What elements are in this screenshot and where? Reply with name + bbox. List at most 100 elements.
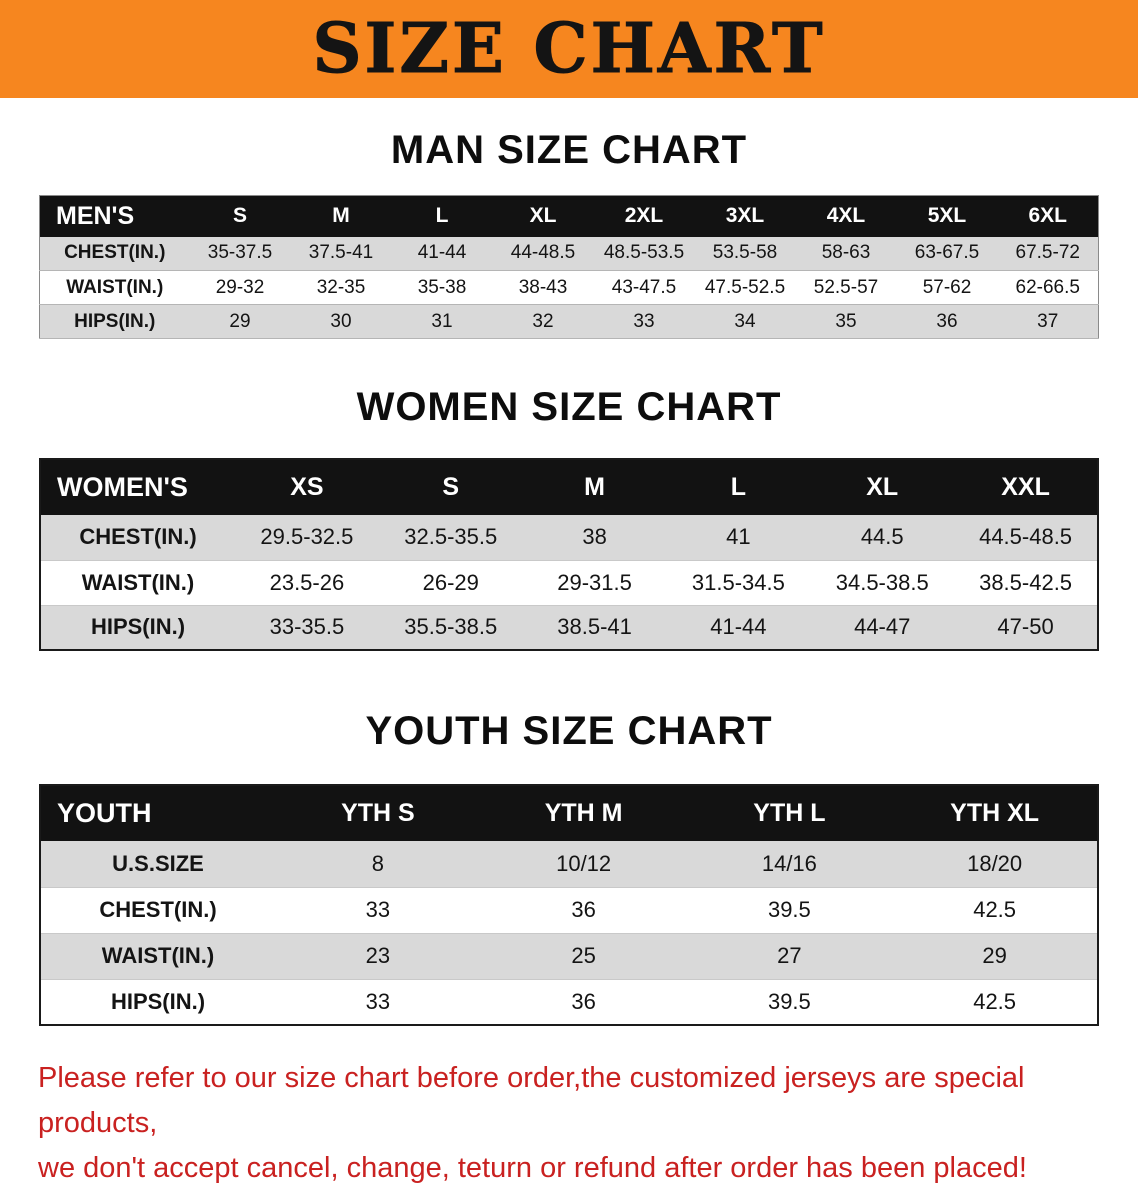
table-cell: 23 xyxy=(365,943,391,968)
table-row: CHEST(IN.) 35-37.5 37.5-41 41-44 44-48.5… xyxy=(39,236,1099,271)
column-header: 3XL xyxy=(694,195,796,237)
table-cell: 38.5-41 xyxy=(557,614,632,640)
column-header: XL xyxy=(810,459,955,515)
footer-disclaimer-line2: we don't accept cancel, change, teturn o… xyxy=(38,1151,1027,1184)
row-label: WAIST(IN.) xyxy=(101,943,215,968)
table-cell: 38-43 xyxy=(518,276,568,298)
table-cell: 26-29 xyxy=(422,569,479,595)
column-header: 4XL xyxy=(795,195,897,237)
table-row: WAIST(IN.) 23 25 27 29 xyxy=(40,933,1098,979)
table-cell: 44.5 xyxy=(860,524,904,550)
footer-disclaimer: Please refer to our size chart before or… xyxy=(38,1056,1100,1191)
table-cell: 30 xyxy=(330,310,352,332)
table-row: U.S.SIZE 8 10/12 14/16 18/20 xyxy=(40,841,1098,887)
column-header: YTH XL xyxy=(892,785,1098,841)
table-cell: 62-66.5 xyxy=(1015,276,1080,298)
table-cell: 35.5-38.5 xyxy=(404,614,498,640)
table-cell: 39.5 xyxy=(767,897,811,922)
table-cell: 32 xyxy=(532,310,554,332)
table-cell: 39.5 xyxy=(767,988,811,1014)
column-header: 5XL xyxy=(896,195,998,237)
women-corner-header: WOMEN'S xyxy=(40,459,235,515)
column-header: YTH M xyxy=(480,785,687,841)
table-cell: 29.5-32.5 xyxy=(260,524,354,550)
table-cell: 44.5-48.5 xyxy=(979,524,1073,550)
column-header: XS xyxy=(235,459,379,515)
table-cell: 34.5-38.5 xyxy=(835,569,929,595)
table-cell: 44-48.5 xyxy=(510,242,576,264)
men-corner-header: MEN'S xyxy=(39,195,190,237)
table-cell: 52.5-57 xyxy=(813,276,879,298)
youth-corner-header: YOUTH xyxy=(40,785,275,841)
column-header: L xyxy=(391,195,493,237)
table-cell: 35-38 xyxy=(417,276,467,298)
youth-section-title: YOUTH SIZE CHART xyxy=(365,709,773,753)
table-cell: 42.5 xyxy=(973,988,1017,1014)
column-header: XL xyxy=(492,195,594,237)
column-header: XXL xyxy=(954,459,1098,515)
column-header: 2XL xyxy=(593,195,695,237)
row-label: HIPS(IN.) xyxy=(90,614,186,640)
table-cell: 67.5-72 xyxy=(1015,242,1080,264)
table-cell: 44-47 xyxy=(854,614,911,640)
women-section: WOMEN SIZE CHART WOMEN'S XS S M L XL XXL… xyxy=(0,385,1138,651)
row-label: CHEST(IN.) xyxy=(79,524,197,550)
column-header: YTH L xyxy=(686,785,893,841)
table-cell: 47.5-52.5 xyxy=(704,276,786,298)
women-section-title: WOMEN SIZE CHART xyxy=(356,385,782,429)
table-row: HIPS(IN.) 29 30 31 32 33 34 35 36 37 xyxy=(39,304,1099,339)
column-header: YTH S xyxy=(275,785,481,841)
column-header: 6XL xyxy=(997,195,1099,237)
row-label: HIPS(IN.) xyxy=(110,988,206,1014)
row-label: HIPS(IN.) xyxy=(74,310,156,332)
table-cell: 35-37.5 xyxy=(207,242,273,264)
row-label: WAIST(IN.) xyxy=(66,276,164,298)
table-cell: 36 xyxy=(571,988,596,1014)
table-cell: 57-62 xyxy=(922,276,972,298)
table-row: WAIST(IN.) 23.5-26 26-29 29-31.5 31.5-34… xyxy=(40,560,1098,605)
table-cell: 25 xyxy=(571,943,596,968)
table-cell: 48.5-53.5 xyxy=(603,242,685,264)
table-cell: 47-50 xyxy=(997,614,1054,640)
table-row: WAIST(IN.) 29-32 32-35 35-38 38-43 43-47… xyxy=(39,270,1099,305)
table-cell: 42.5 xyxy=(973,897,1017,922)
column-header: S xyxy=(378,459,523,515)
table-cell: 18/20 xyxy=(967,850,1023,876)
table-cell: 36 xyxy=(571,897,596,922)
table-cell: 33 xyxy=(633,310,655,332)
table-cell: 58-63 xyxy=(821,242,871,264)
women-size-table: WOMEN'S XS S M L XL XXL CHEST(IN.) 29.5-… xyxy=(39,458,1099,651)
table-cell: 37 xyxy=(1037,310,1059,332)
column-header: M xyxy=(522,459,667,515)
youth-size-table: YOUTH YTH S YTH M YTH L YTH XL U.S.SIZE … xyxy=(39,784,1099,1026)
table-cell: 63-67.5 xyxy=(914,242,980,264)
table-cell: 37.5-41 xyxy=(308,242,374,264)
table-cell: 23.5-26 xyxy=(269,569,345,595)
youth-header-row: YOUTH YTH S YTH M YTH L YTH XL xyxy=(40,785,1098,841)
table-cell: 27 xyxy=(777,943,802,968)
table-row: HIPS(IN.) 33 36 39.5 42.5 xyxy=(40,979,1098,1025)
row-label: CHEST(IN.) xyxy=(64,242,166,264)
table-cell: 29-32 xyxy=(215,276,265,298)
men-section: MAN SIZE CHART MEN'S S M L XL 2XL 3XL 4X… xyxy=(0,128,1138,339)
row-label: CHEST(IN.) xyxy=(99,897,217,922)
table-row: CHEST(IN.) 33 36 39.5 42.5 xyxy=(40,887,1098,933)
men-section-title: MAN SIZE CHART xyxy=(390,128,748,172)
size-chart-banner: SIZE CHART xyxy=(0,0,1138,98)
table-cell: 32.5-35.5 xyxy=(404,524,498,550)
men-size-table: MEN'S S M L XL 2XL 3XL 4XL 5XL 6XL CHEST… xyxy=(39,195,1099,339)
table-cell: 33 xyxy=(365,897,391,922)
youth-section: YOUTH SIZE CHART YOUTH YTH S YTH M YTH L… xyxy=(0,709,1138,1026)
table-cell: 31 xyxy=(431,310,453,332)
column-header: S xyxy=(189,195,291,237)
table-cell: 31.5-34.5 xyxy=(691,569,785,595)
table-cell: 10/12 xyxy=(556,850,612,876)
men-header-row: MEN'S S M L XL 2XL 3XL 4XL 5XL 6XL xyxy=(39,195,1099,237)
column-header: L xyxy=(666,459,811,515)
table-cell: 29 xyxy=(982,943,1007,968)
table-cell: 53.5-58 xyxy=(712,242,778,264)
table-row: HIPS(IN.) 33-35.5 35.5-38.5 38.5-41 41-4… xyxy=(40,605,1098,650)
table-cell: 34 xyxy=(734,310,756,332)
table-cell: 43-47.5 xyxy=(611,276,677,298)
table-cell: 32-35 xyxy=(316,276,366,298)
